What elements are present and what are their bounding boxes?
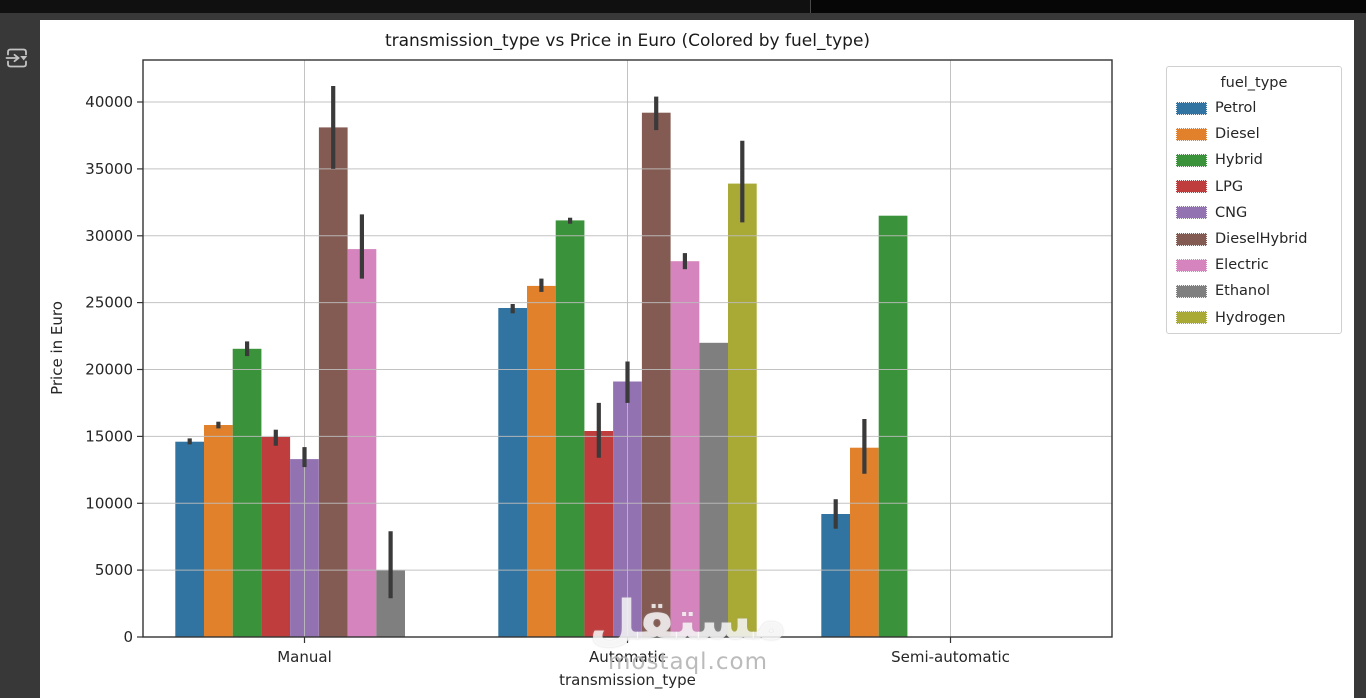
legend-item-ethanol: Ethanol [1167,278,1341,304]
y-tick-label: 0 [123,628,133,646]
legend-swatch [1176,180,1207,194]
x-axis-label: transmission_type [559,671,696,689]
bar-automatic-petrol [498,308,528,637]
bar-manual-petrol [175,441,205,637]
y-tick-label: 35000 [85,160,133,178]
legend-label: Hybrid [1215,152,1263,169]
legend-label: Diesel [1215,126,1260,143]
x-tick-label: Semi-automatic [891,648,1010,666]
legend-label: Hydrogen [1215,309,1286,326]
legend-item-hydrogen: Hydrogen [1167,305,1341,331]
top-bar-divider [810,0,811,13]
legend-label: DieselHybrid [1215,231,1308,248]
legend-box: fuel_type Petrol Diesel Hybrid LPG CNG Diesel… [1166,66,1342,334]
x-tick-label: Manual [277,648,332,666]
legend-swatch [1176,284,1207,298]
y-tick-label: 40000 [85,93,133,111]
legend-item-petrol: Petrol [1167,95,1341,121]
legend-swatch [1176,153,1207,167]
legend-swatch [1176,258,1207,272]
legend-item-diesel: Diesel [1167,121,1341,147]
legend-title: fuel_type [1220,75,1288,91]
bar-automatic-electric [670,261,700,637]
legend-item-electric: Electric [1167,252,1341,278]
legend-label: LPG [1215,178,1244,195]
left-sidebar [0,13,40,698]
bar-semi-automatic-diesel [850,447,879,637]
bar-manual-hybrid [232,348,262,637]
legend-label: Ethanol [1215,283,1271,300]
right-chrome-strip [1354,13,1366,698]
legend-label: Electric [1215,257,1269,274]
bar-automatic-hybrid [555,220,585,637]
y-tick-label: 30000 [85,227,133,245]
legend-swatch [1176,206,1207,220]
legend-item-dieselhybrid: DieselHybrid [1167,226,1341,252]
chart-title: transmission_type vs Price in Euro (Colo… [384,31,871,51]
y-tick-label: 25000 [85,294,133,312]
bar-manual-electric [347,249,377,637]
y-tick-label: 5000 [95,561,133,579]
legend-swatch [1176,101,1207,115]
bar-semi-automatic-petrol [821,514,851,637]
window-top-bar [0,0,1366,13]
bar-manual-lpg [261,437,291,637]
bar-automatic-dieselhybrid [641,112,671,637]
chrome-strip [0,13,1366,20]
top-bar-right-segment [811,0,1366,13]
y-tick-label: 20000 [85,361,133,379]
bar-automatic-lpg [584,431,614,637]
legend-label: Petrol [1215,100,1257,117]
bar-manual-diesel [204,425,233,637]
x-tick-label: Automatic [589,648,666,666]
legend-swatch [1176,127,1207,141]
y-tick-label: 15000 [85,427,133,445]
bar-automatic-ethanol [699,342,729,638]
run-forward-icon [5,48,28,68]
legend-label: CNG [1215,204,1248,221]
legend-swatch [1176,232,1207,246]
legend-item-hybrid: Hybrid [1167,147,1341,173]
run-forward-button[interactable] [2,43,32,73]
y-axis-label: Price in Euro [48,301,66,395]
legend-item-lpg: LPG [1167,174,1341,200]
legend-item-cng: CNG [1167,200,1341,226]
bar-semi-automatic-hybrid [878,215,908,637]
bar-automatic-diesel [527,285,556,637]
bar-automatic-hydrogen [728,183,757,637]
y-tick-label: 10000 [85,494,133,512]
bar-manual-dieselhybrid [318,127,348,638]
legend-swatch [1176,311,1207,325]
